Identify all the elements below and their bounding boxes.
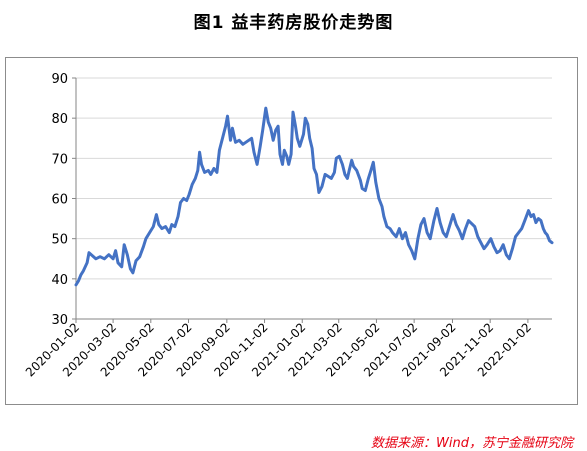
x-tick-labels: 2020-01-022020-03-022020-05-022020-07-02… — [23, 320, 534, 379]
chart-title: 图1 益丰药房股价走势图 — [193, 13, 394, 33]
y-tick-labels: 30 40 50 60 70 80 90 — [51, 72, 68, 328]
y-tick-label: 30 — [51, 313, 68, 328]
line-chart: 30 40 50 60 70 80 90 2020-01-022020-03-022020-… — [23, 72, 554, 379]
series-line — [74, 106, 554, 287]
y-tick-label: 40 — [51, 273, 68, 288]
axes — [72, 77, 552, 323]
y-tick-label: 70 — [51, 152, 68, 167]
data-source-note: 数据来源：Wind，苏宁金融研究院 — [371, 436, 573, 451]
y-tick-label: 80 — [51, 112, 68, 127]
y-tick-label: 50 — [51, 233, 68, 248]
chart-frame: 30 40 50 60 70 80 90 2020-01-02 2020-03-02 2020-… — [5, 57, 578, 405]
series-lines — [74, 106, 554, 287]
y-tick-label: 60 — [51, 193, 68, 208]
y-tick-label: 90 — [51, 72, 68, 87]
grid-lines — [76, 77, 552, 280]
